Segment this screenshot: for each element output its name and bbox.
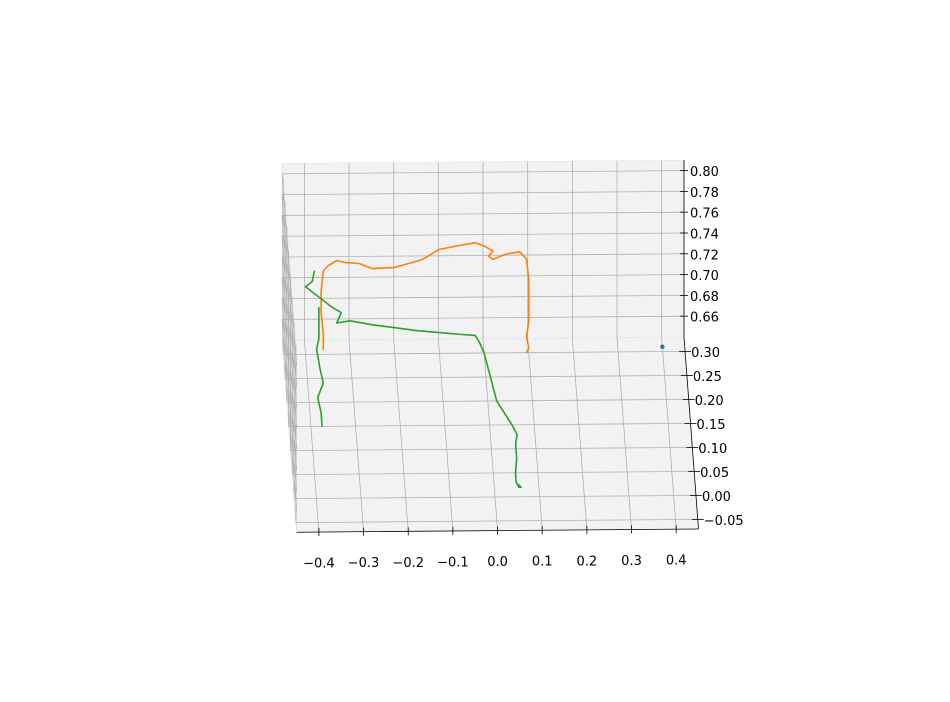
z-tick-label: 0.66 xyxy=(690,311,719,326)
y-tick-label: 0.10 xyxy=(698,442,727,457)
x-gridline-floor xyxy=(571,337,588,530)
x-tick-label: 0.1 xyxy=(532,555,553,570)
x-tick-label: 0.2 xyxy=(577,554,598,569)
chart-grid xyxy=(281,160,698,533)
series-2-line xyxy=(304,270,522,489)
y-tick-label: 0.30 xyxy=(691,346,720,361)
z-gridline-back xyxy=(282,232,684,237)
z-gridline-side xyxy=(281,173,297,366)
x-gridline-floor xyxy=(482,338,498,531)
y-tick-label: 0.25 xyxy=(693,370,722,385)
z-tick-label: 0.68 xyxy=(690,290,719,305)
series-1-line xyxy=(320,242,530,354)
z-tick-label: 0.76 xyxy=(690,207,719,222)
y-gridline-floor xyxy=(292,470,695,476)
series-3-line xyxy=(315,306,325,428)
z-gridline-side xyxy=(281,256,297,450)
x-tick-label: 0.0 xyxy=(487,555,508,570)
y-gridline-floor xyxy=(284,374,687,380)
x-gridline-floor xyxy=(616,337,632,530)
x-tick-label: 0.4 xyxy=(666,554,687,569)
y-tick-label: −0.05 xyxy=(704,514,744,529)
chart-axes: −0.4 −0.3 −0.2 −0.1 0.0 0.1 0.2 0.3 0.4 −0.05 0.00… xyxy=(296,160,744,572)
y-axis-line xyxy=(683,336,699,530)
z-gridline-back xyxy=(282,211,684,216)
x-gridline-floor xyxy=(348,339,364,532)
z-gridline-back xyxy=(282,315,684,320)
x-gridline-floor xyxy=(303,340,320,533)
z-gridline-side xyxy=(281,298,297,491)
chart-series xyxy=(304,242,665,489)
z-gridline-back xyxy=(282,190,684,196)
y-gridline-floor xyxy=(288,422,691,428)
z-tick-label: 0.70 xyxy=(690,269,719,284)
z-tick-label: 0.80 xyxy=(690,165,719,180)
z-gridline-back xyxy=(282,253,684,258)
z-gridline-back xyxy=(282,170,684,175)
z-gridline-side xyxy=(281,236,297,429)
y-tick-label: 0.00 xyxy=(702,490,731,505)
x-tick-label: −0.2 xyxy=(392,556,424,571)
z-tick-label: 0.78 xyxy=(690,186,719,201)
z-gridline-side xyxy=(281,319,297,512)
y-gridline-floor xyxy=(286,398,689,404)
z-gridline-side xyxy=(281,194,297,387)
z-gridline-side xyxy=(281,277,297,470)
z-tick-label: 0.72 xyxy=(690,248,719,263)
z-gridline-back xyxy=(282,274,684,279)
x-tick-label: −0.4 xyxy=(303,557,335,572)
y-gridline-floor xyxy=(290,446,693,452)
z-gridline-back xyxy=(282,294,684,300)
x-gridline-floor xyxy=(393,339,409,532)
y-gridline-floor xyxy=(294,494,696,500)
x-tick-label: 0.3 xyxy=(621,554,642,569)
series-0-point xyxy=(660,344,665,349)
y-gridline-floor xyxy=(295,518,698,524)
y-tick-label: 0.15 xyxy=(697,418,726,433)
z-tick-label: 0.74 xyxy=(690,227,719,242)
y-tick-label: 0.05 xyxy=(700,466,729,481)
z-gridline-side xyxy=(281,215,297,408)
x-gridline-floor xyxy=(527,338,543,531)
x-tick-label: −0.3 xyxy=(348,556,380,571)
y-tick-label: 0.20 xyxy=(695,394,724,409)
x-gridline-floor xyxy=(437,338,454,531)
x-gridline-floor xyxy=(661,337,677,530)
x-tick-label: −0.1 xyxy=(437,555,469,570)
chart-panes xyxy=(281,159,699,533)
